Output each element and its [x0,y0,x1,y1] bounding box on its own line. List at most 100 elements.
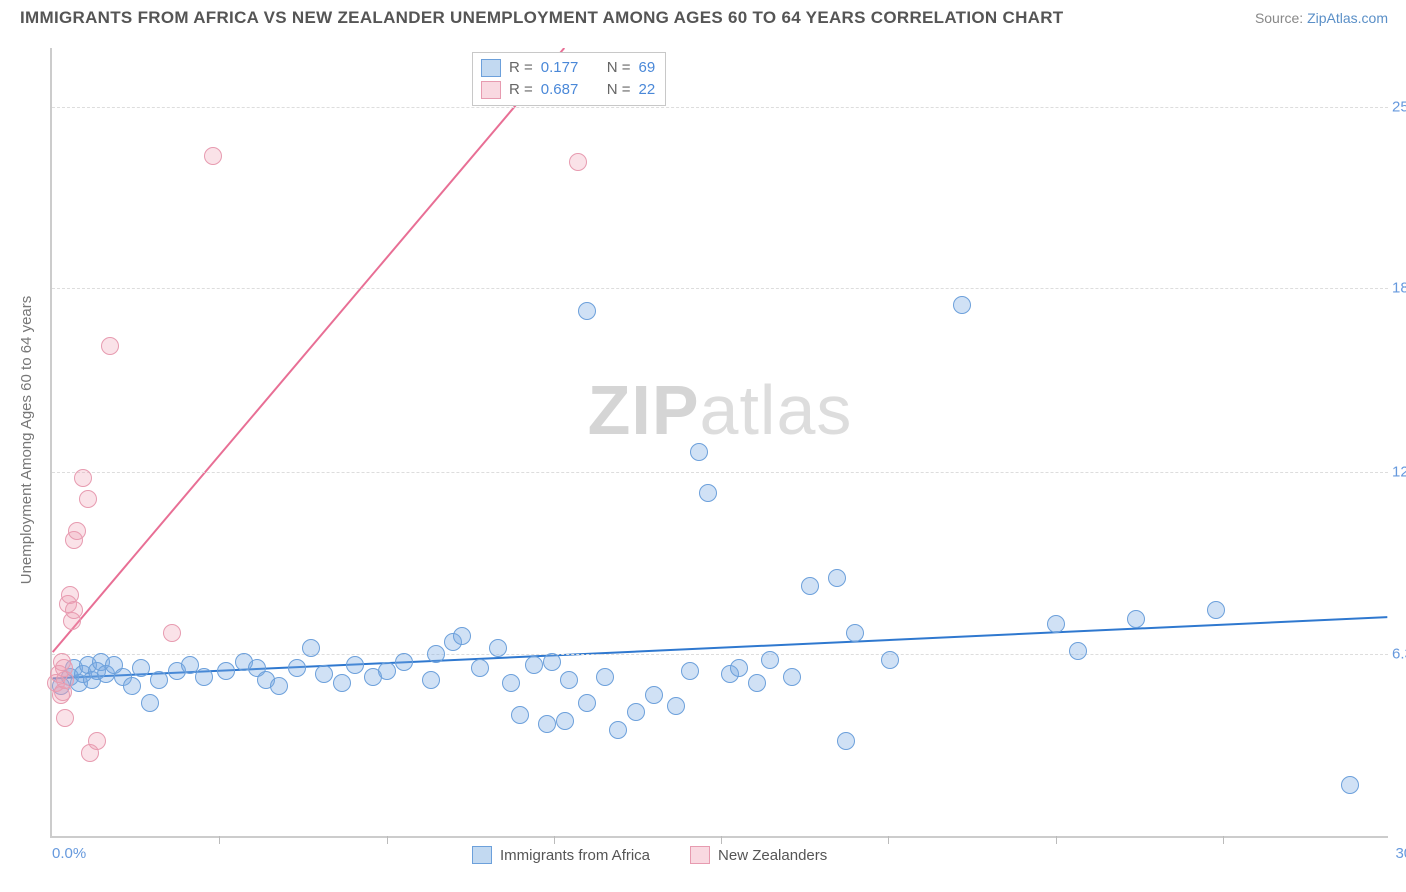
data-point-blue [627,703,645,721]
gridline [52,107,1388,108]
y-axis-label: Unemployment Among Ages 60 to 64 years [18,296,35,585]
data-point-blue [315,665,333,683]
data-point-blue [123,677,141,695]
legend-item-blue: Immigrants from Africa [472,846,650,864]
gridline [52,472,1388,473]
data-point-blue [667,697,685,715]
x-tick-mark [1223,836,1224,844]
data-point-blue [217,662,235,680]
x-tick-mark [1056,836,1057,844]
data-point-blue [1341,776,1359,794]
data-point-blue [288,659,306,677]
legend-row-pink: R = 0.687 N = 22 [481,79,655,101]
data-point-blue [1127,610,1145,628]
source-link[interactable]: ZipAtlas.com [1307,10,1388,26]
data-point-blue [1047,615,1065,633]
data-point-blue [132,659,150,677]
series-legend: Immigrants from Africa New Zealanders [472,846,827,864]
legend-label-pink: New Zealanders [718,847,827,864]
data-point-blue [699,484,717,502]
data-point-blue [1069,642,1087,660]
x-tick-mark [721,836,722,844]
data-point-blue [783,668,801,686]
trend-line [53,48,565,652]
data-point-blue [560,671,578,689]
r-value-pink: 0.687 [541,79,593,101]
x-tick-mark [387,836,388,844]
data-point-blue [543,653,561,671]
data-point-blue [270,677,288,695]
data-point-blue [502,674,520,692]
watermark: ZIPatlas [588,370,853,450]
data-point-blue [333,674,351,692]
data-point-pink [204,147,222,165]
x-tick-mark [554,836,555,844]
data-point-blue [302,639,320,657]
swatch-blue-icon [472,846,492,864]
data-point-pink [74,469,92,487]
trend-lines-layer [52,48,1388,836]
legend-item-pink: New Zealanders [690,846,827,864]
data-point-blue [141,694,159,712]
data-point-blue [346,656,364,674]
data-point-blue [471,659,489,677]
scatter-plot-area: ZIPatlas R = 0.177 N = 69 R = 0.687 N = … [50,48,1388,838]
data-point-blue [748,674,766,692]
data-point-blue [511,706,529,724]
data-point-blue [489,639,507,657]
data-point-blue [801,577,819,595]
data-point-blue [150,671,168,689]
data-point-blue [453,627,471,645]
x-tick-mark [888,836,889,844]
data-point-blue [195,668,213,686]
data-point-pink [88,732,106,750]
r-value-blue: 0.177 [541,57,593,79]
data-point-blue [846,624,864,642]
gridline [52,654,1388,655]
data-point-pink [65,601,83,619]
data-point-blue [881,651,899,669]
data-point-blue [609,721,627,739]
y-tick-label: 18.8% [1392,279,1406,296]
data-point-pink [163,624,181,642]
legend-label-blue: Immigrants from Africa [500,847,650,864]
data-point-blue [596,668,614,686]
data-point-blue [578,302,596,320]
source-label: Source: [1255,10,1307,26]
swatch-blue-icon [481,59,501,77]
x-tick-label: 0.0% [52,845,86,862]
data-point-blue [427,645,445,663]
y-tick-label: 12.5% [1392,464,1406,481]
correlation-legend: R = 0.177 N = 69 R = 0.687 N = 22 [472,52,666,106]
x-tick-label: 30.0% [1395,845,1406,862]
x-tick-mark [219,836,220,844]
data-point-pink [56,671,74,689]
data-point-blue [761,651,779,669]
data-point-blue [953,296,971,314]
data-point-blue [525,656,543,674]
n-value-blue: 69 [639,57,656,79]
data-point-blue [1207,601,1225,619]
swatch-pink-icon [481,81,501,99]
data-point-blue [730,659,748,677]
data-point-blue [681,662,699,680]
gridline [52,288,1388,289]
y-tick-label: 25.0% [1392,98,1406,115]
data-point-blue [378,662,396,680]
data-point-blue [395,653,413,671]
legend-row-blue: R = 0.177 N = 69 [481,57,655,79]
data-point-blue [578,694,596,712]
chart-title: IMMIGRANTS FROM AFRICA VS NEW ZEALANDER … [20,8,1064,28]
y-tick-label: 6.3% [1392,645,1406,662]
data-point-blue [828,569,846,587]
data-point-blue [837,732,855,750]
n-value-pink: 22 [639,79,656,101]
data-point-blue [645,686,663,704]
swatch-pink-icon [690,846,710,864]
data-point-blue [690,443,708,461]
data-point-pink [68,522,86,540]
data-point-blue [422,671,440,689]
data-point-pink [569,153,587,171]
data-point-pink [56,709,74,727]
data-point-blue [538,715,556,733]
